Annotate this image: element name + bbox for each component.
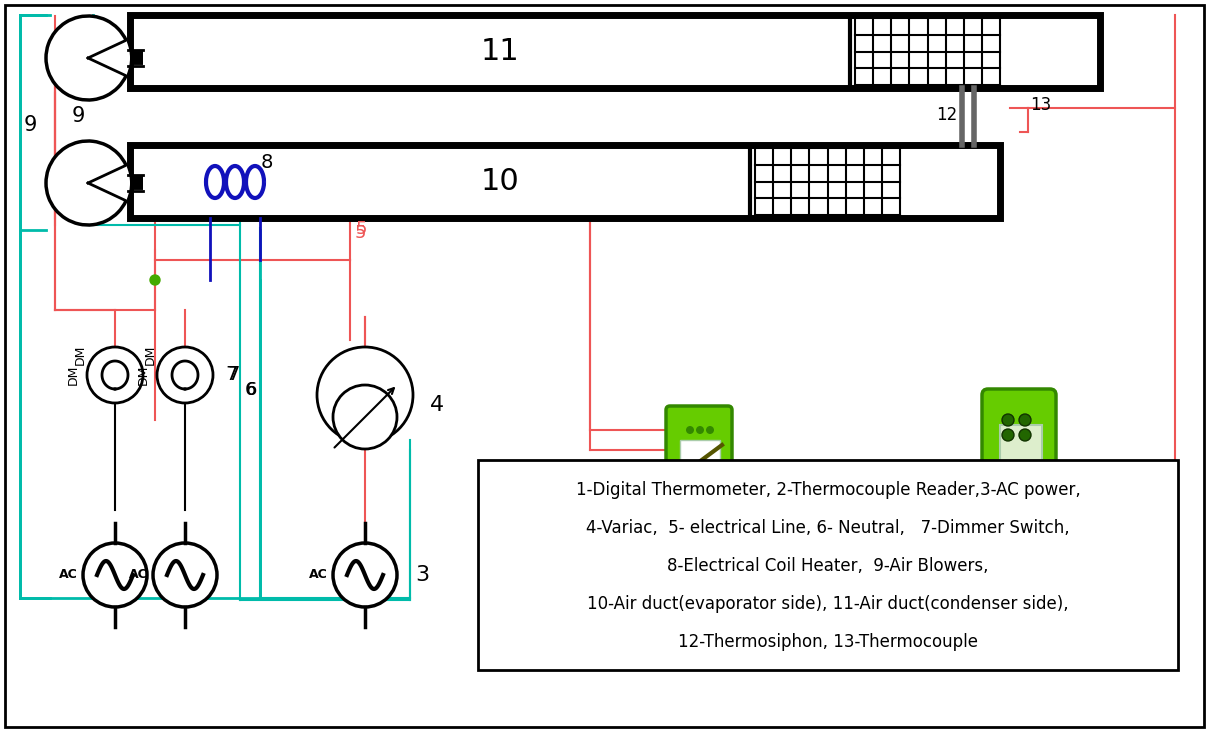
Text: AC: AC [59,569,79,581]
Text: 12: 12 [936,106,958,124]
Text: 4-Variac,  5- electrical Line, 6- Neutral,   7-Dimmer Switch,: 4-Variac, 5- electrical Line, 6- Neutral… [586,519,1070,537]
Text: DM: DM [137,365,150,385]
Circle shape [696,426,704,434]
Text: 7: 7 [227,365,239,384]
Bar [478,460,1178,670]
Text: 9: 9 [23,115,36,135]
Text: AC: AC [310,569,328,581]
Text: 1-Digital Thermometer, 2-Thermocouple Reader,3-AC power,: 1-Digital Thermometer, 2-Thermocouple Re… [575,481,1081,499]
Text: 3: 3 [415,565,429,585]
Circle shape [332,385,397,449]
Circle shape [46,16,131,100]
Text: 8-Electrical Coil Heater,  9-Air Blowers,: 8-Electrical Coil Heater, 9-Air Blowers, [667,557,989,575]
Circle shape [154,543,216,607]
Text: 13: 13 [1030,96,1052,114]
FancyBboxPatch shape [666,406,731,509]
Circle shape [157,347,213,403]
Circle shape [1019,429,1031,441]
Circle shape [317,347,413,443]
Bar [679,440,721,480]
Text: DM: DM [66,365,80,385]
Text: 6: 6 [245,381,256,399]
Circle shape [83,543,147,607]
Text: 5: 5 [355,220,368,238]
Circle shape [332,543,397,607]
Text: 10: 10 [481,168,520,196]
Text: 8: 8 [261,152,273,171]
FancyBboxPatch shape [982,389,1055,506]
Text: 11: 11 [481,37,520,67]
Text: 10-Air duct(evaporator side), 11-Air duct(condenser side),: 10-Air duct(evaporator side), 11-Air duc… [588,595,1069,613]
Text: 4: 4 [430,395,444,415]
Circle shape [1019,414,1031,426]
Bar [131,15,1100,88]
Text: 1: 1 [694,520,706,540]
Bar [131,145,1000,218]
Text: 9: 9 [71,106,85,126]
Circle shape [1002,429,1014,441]
Circle shape [87,347,143,403]
Text: 2: 2 [1013,508,1026,528]
Text: 5: 5 [355,224,366,242]
Text: 7: 7 [225,365,237,384]
Text: AC: AC [129,569,147,581]
Text: 6: 6 [245,381,258,399]
Text: DM: DM [74,345,87,365]
Text: 12-Thermosiphon, 13-Thermocouple: 12-Thermosiphon, 13-Thermocouple [678,633,978,651]
Bar [1000,425,1042,475]
Circle shape [150,275,160,285]
Circle shape [1002,414,1014,426]
Circle shape [46,141,131,225]
Text: DM: DM [144,345,156,365]
Circle shape [686,426,694,434]
Circle shape [706,426,715,434]
